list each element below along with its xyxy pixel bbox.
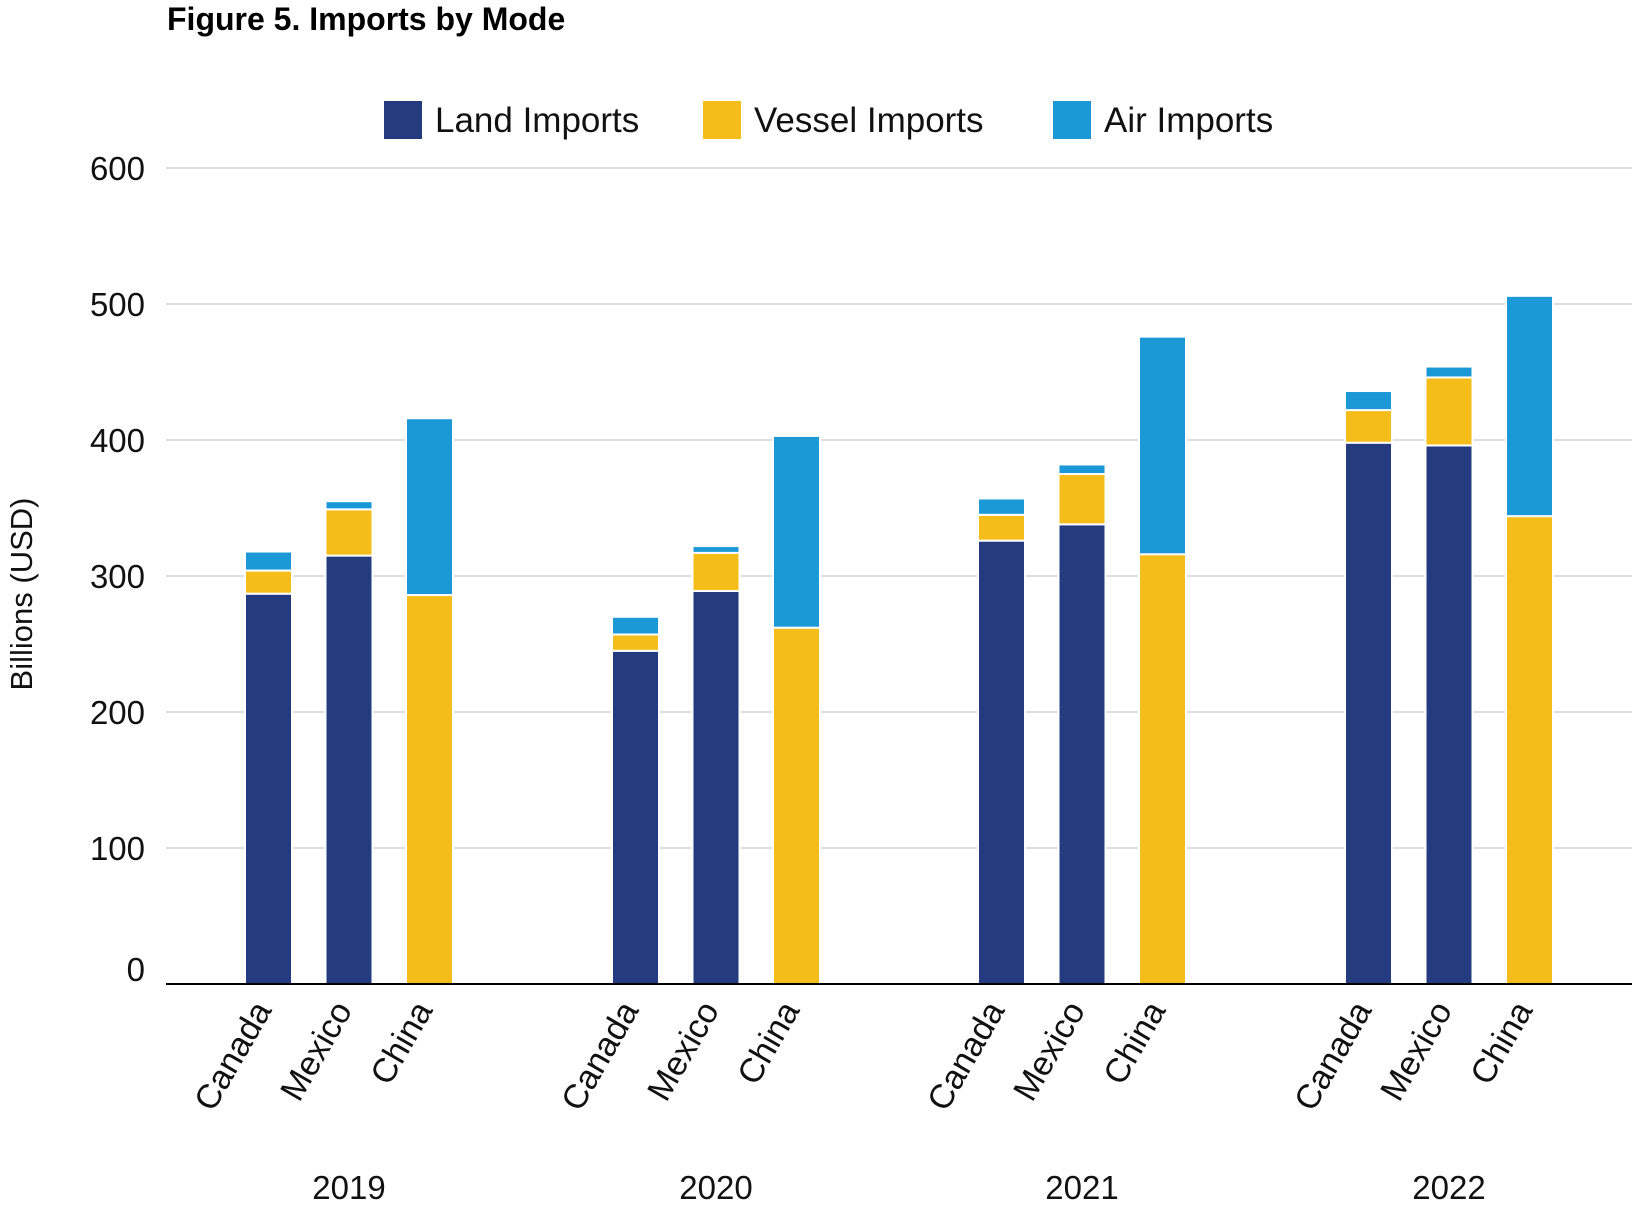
x-tick-label-2019-china: China <box>363 995 440 1091</box>
y-tick-label-200: 200 <box>90 694 145 731</box>
y-tick-label-500: 500 <box>90 286 145 323</box>
bar-2022-canada-vessel-imports <box>1344 409 1393 444</box>
bar-2022-mexico-air-imports <box>1424 365 1474 379</box>
bar-2019-china-air-imports <box>405 417 454 597</box>
legend-label-air-imports: Air Imports <box>1104 101 1273 140</box>
bar-2020-china-air-imports <box>772 434 821 629</box>
group-label-2019: 2019 <box>312 1169 385 1206</box>
x-tick-label-2019-mexico: Mexico <box>273 995 360 1107</box>
bar-2021-canada-vessel-imports <box>977 513 1026 542</box>
legend-item-vessel-imports: Vessel Imports <box>703 101 984 140</box>
x-tick-label-2020-china: China <box>730 995 807 1091</box>
bar-2021-china-air-imports <box>1138 335 1187 556</box>
bar-2020-mexico-air-imports <box>691 545 741 554</box>
x-tick-label-2022-mexico: Mexico <box>1373 995 1460 1107</box>
bar-2021-canada-air-imports <box>977 497 1026 516</box>
bar-2019-mexico-land-imports <box>324 554 374 985</box>
x-tick-label-2020-canada: Canada <box>554 995 647 1117</box>
legend-label-vessel-imports: Vessel Imports <box>754 101 984 140</box>
bar-2020-mexico-land-imports <box>691 589 741 986</box>
legend-item-land-imports: Land Imports <box>384 101 639 140</box>
y-tick-label-400: 400 <box>90 422 145 459</box>
x-tick-label-2019-canada: Canada <box>187 995 280 1117</box>
legend-swatch-land-imports <box>384 101 422 139</box>
bar-2021-mexico-air-imports <box>1057 463 1107 476</box>
bar-2022-canada-land-imports <box>1344 441 1393 986</box>
bar-2022-mexico-vessel-imports <box>1424 376 1474 447</box>
y-axis: 0 100 200 300 400 500 600 <box>90 150 145 988</box>
bar-2020-china-vessel-imports <box>772 626 821 985</box>
y-tick-label-0: 0 <box>127 951 145 988</box>
legend-swatch-vessel-imports <box>703 101 741 139</box>
bar-2020-canada-air-imports <box>611 615 660 636</box>
x-tick-label-2021-mexico: Mexico <box>1006 995 1093 1107</box>
x-tick-label-2021-canada: Canada <box>920 995 1013 1117</box>
bar-2019-canada-air-imports <box>244 550 293 572</box>
chart-title: Figure 5. Imports by Mode <box>167 1 565 37</box>
bar-2019-mexico-vessel-imports <box>324 508 374 557</box>
bar-2021-china-vessel-imports <box>1138 553 1187 985</box>
bar-2020-canada-vessel-imports <box>611 633 660 652</box>
x-tick-label-2020-mexico: Mexico <box>640 995 727 1107</box>
bar-2022-china-air-imports <box>1505 294 1554 518</box>
group-label-2021: 2021 <box>1045 1169 1118 1206</box>
bar-2019-canada-vessel-imports <box>244 569 293 595</box>
legend-swatch-air-imports <box>1053 101 1091 139</box>
x-tick-label-2022-china: China <box>1463 995 1540 1091</box>
bar-2022-china-vessel-imports <box>1505 515 1554 985</box>
bar-2022-canada-air-imports <box>1344 390 1393 412</box>
bar-2019-mexico-air-imports <box>324 500 374 511</box>
bar-2021-mexico-vessel-imports <box>1057 473 1107 526</box>
y-tick-label-100: 100 <box>90 830 145 867</box>
bar-2020-canada-land-imports <box>611 649 660 985</box>
y-tick-label-300: 300 <box>90 558 145 595</box>
group-label-2022: 2022 <box>1412 1169 1485 1206</box>
group-label-2020: 2020 <box>679 1169 752 1206</box>
bar-2019-china-vessel-imports <box>405 594 454 985</box>
gridlines <box>166 167 1632 849</box>
legend: Land Imports Vessel Imports Air Imports <box>384 101 1273 140</box>
bars <box>244 294 1554 986</box>
y-axis-label: Billions (USD) <box>4 498 39 691</box>
bar-2021-canada-land-imports <box>977 539 1026 985</box>
y-tick-label-600: 600 <box>90 150 145 187</box>
x-tick-label-2021-china: China <box>1096 995 1173 1091</box>
legend-item-air-imports: Air Imports <box>1053 101 1273 140</box>
bar-2019-canada-land-imports <box>244 592 293 985</box>
bar-2020-mexico-vessel-imports <box>691 551 741 592</box>
bar-2021-mexico-land-imports <box>1057 523 1107 985</box>
bar-2022-mexico-land-imports <box>1424 444 1474 985</box>
x-tick-label-2022-canada: Canada <box>1287 995 1380 1117</box>
legend-label-land-imports: Land Imports <box>435 101 639 140</box>
